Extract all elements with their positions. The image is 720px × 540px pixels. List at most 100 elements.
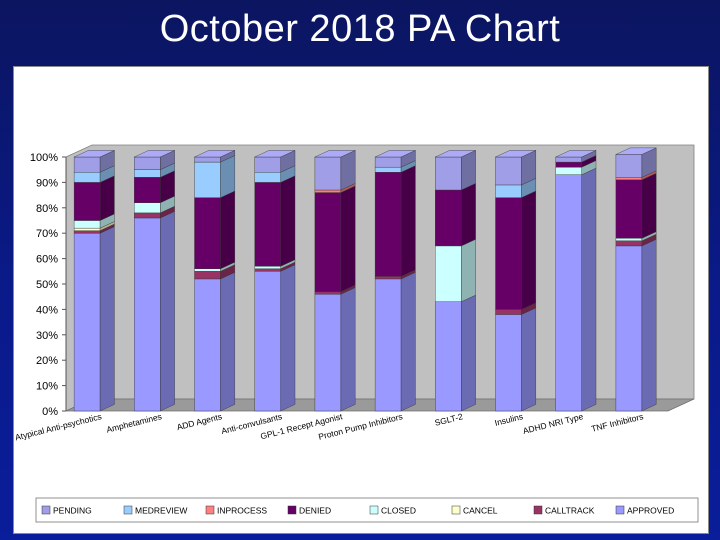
legend-item: DENIED <box>287 506 331 516</box>
bar-segment-front <box>314 293 342 412</box>
bar-segment-front <box>615 240 643 247</box>
y-tick-label: 50% <box>36 279 58 291</box>
bar-segment-side <box>99 226 115 412</box>
bar-segment-front <box>73 230 101 234</box>
bar-segment-side <box>220 155 236 198</box>
y-tick-label: 80% <box>36 203 58 215</box>
legend-label: CANCEL <box>463 506 498 516</box>
bar-top <box>615 147 657 155</box>
legend-item: CANCEL <box>451 505 498 516</box>
bar-segment-front <box>134 212 161 219</box>
bar-segment-front <box>615 238 643 242</box>
bar-segment-front <box>374 166 402 173</box>
bar-segment-front <box>254 266 281 269</box>
bar-stack <box>555 150 597 412</box>
bar-stack <box>73 150 115 412</box>
bar-top <box>254 150 296 158</box>
bar-segment-front <box>435 156 462 191</box>
bar-segment-side <box>99 175 115 221</box>
bar-segment-front <box>615 154 643 178</box>
bar-segment-side <box>400 165 416 277</box>
bar-top <box>134 150 175 158</box>
chart-legend: PENDING MEDREVIEW INPROCESS DENIED CLOSED CAN… <box>35 497 699 523</box>
legend-swatch <box>205 505 215 515</box>
bar-segment-front <box>435 189 462 247</box>
legend-label: PENDING <box>53 506 92 516</box>
bar-segment-side <box>340 185 356 292</box>
y-tick-label: 0% <box>42 406 58 418</box>
bar-segment-side <box>220 272 236 412</box>
bar-segment-front <box>194 268 221 272</box>
bar-segment-side <box>220 190 236 270</box>
bar-segment-front <box>254 156 281 173</box>
bar-segment-side <box>400 272 416 412</box>
bar-top <box>435 150 476 158</box>
bar-segment-front <box>314 192 342 292</box>
y-axis: 0% 10% 20% 30% 40% 50% 60% 70% 80% 90% 100% <box>30 152 66 418</box>
x-axis-categories: Atypical Anti-psychotics Amphetamines ADD … <box>14 411 644 442</box>
bar-segment-front <box>555 166 582 175</box>
legend-label: CALLTRACK <box>545 506 595 516</box>
bar-segment-front <box>314 189 342 193</box>
y-tick-label: 60% <box>36 254 58 266</box>
bar-segment-front <box>435 301 462 412</box>
bar-segment-front <box>374 278 402 412</box>
y-tick-label: 30% <box>36 330 58 342</box>
bar-segment-front <box>194 156 221 163</box>
legend-swatch <box>451 505 461 515</box>
slide-title: October 2018 PA Chart <box>159 8 561 50</box>
legend-swatch <box>123 505 133 515</box>
bar-top <box>495 150 536 158</box>
y-tick-label: 10% <box>36 381 58 393</box>
bar-stack <box>495 150 536 412</box>
x-category-label: Atypical Anti-psychotics <box>14 411 103 442</box>
legend-label: MEDREVIEW <box>135 506 187 516</box>
y-tick-label: 40% <box>36 304 58 316</box>
bar-segment-side <box>280 264 296 412</box>
x-category-label: ADHD NRI Type <box>522 411 585 436</box>
bar-segment-front <box>134 177 161 203</box>
bar-segment-side <box>160 211 175 412</box>
bar-segment-side <box>340 150 356 191</box>
bar-segment-front <box>615 245 643 412</box>
stacked-percent-bar-chart: 0% 10% 20% 30% 40% 50% 60% 70% 80% 90% 100% Atypic… <box>14 144 699 523</box>
bar-top <box>194 150 235 158</box>
bar-segment-front <box>495 197 522 310</box>
bar-segment-front <box>194 197 221 269</box>
y-tick-label: 70% <box>36 228 58 240</box>
bar-stack <box>314 150 356 412</box>
legend-swatch <box>369 505 379 515</box>
bar-segment-side <box>461 183 476 247</box>
legend-swatch <box>41 505 51 515</box>
bar-segment-front <box>254 271 281 412</box>
bar-segment-front <box>495 314 522 412</box>
bar-segment-front <box>495 309 522 315</box>
legend-item: CLOSED <box>369 505 416 516</box>
legend-box <box>35 497 699 523</box>
bar-segment-front <box>314 156 342 191</box>
bar-stack <box>134 150 175 412</box>
bar-segment-front <box>194 161 221 198</box>
bar-stack <box>194 150 236 412</box>
bar-segment-front <box>435 245 462 302</box>
bar-segment-front <box>495 156 522 186</box>
bar-segment-front <box>555 156 582 163</box>
x-category-label: ADD Agents <box>176 411 223 432</box>
bar-segment-front <box>374 276 402 280</box>
legend-item: PENDING <box>41 505 92 516</box>
bar-segment-front <box>254 182 281 267</box>
legend-swatch <box>615 505 625 515</box>
bar-segment-front <box>134 217 161 412</box>
bar-stack <box>254 150 296 412</box>
bar-top <box>555 150 597 158</box>
legend-label: INPROCESS <box>217 506 267 516</box>
bar-segment-side <box>340 287 356 412</box>
chart-bars <box>73 147 657 412</box>
legend-item: INPROCESS <box>205 505 267 516</box>
bar-segment-front <box>254 268 281 272</box>
bar-segment-side <box>641 172 657 239</box>
x-category-label: Amphetamines <box>105 411 162 434</box>
bar-segment-front <box>73 182 101 221</box>
bar-segment-front <box>73 227 101 231</box>
bar-segment-front <box>374 156 402 168</box>
